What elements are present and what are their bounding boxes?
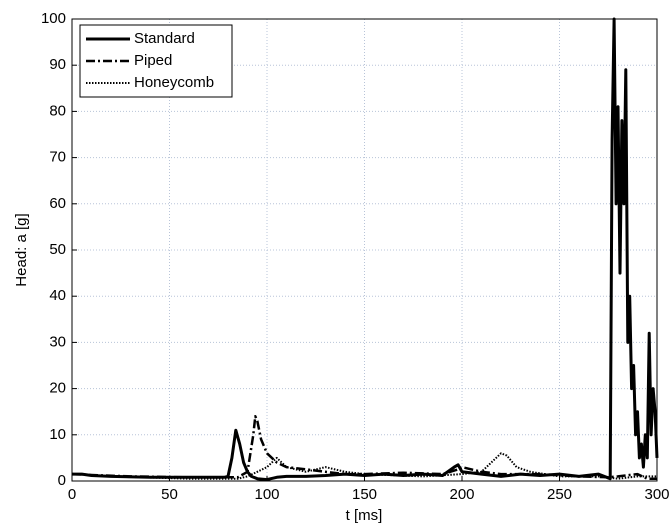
y-tick-label: 90: [49, 56, 66, 73]
legend-label: Honeycomb: [134, 74, 214, 91]
y-tick-label: 30: [49, 333, 66, 350]
series-line: [71, 452, 657, 480]
y-tick-label: 20: [49, 380, 66, 397]
x-tick-label: 150: [352, 486, 377, 503]
plot-frame: [71, 18, 658, 482]
y-tick-label: 10: [49, 426, 66, 443]
x-tick-label: 50: [161, 486, 178, 503]
legend-label: Piped: [134, 52, 172, 69]
y-tick-label: 80: [49, 102, 66, 119]
y-tick-label: 70: [49, 149, 66, 166]
x-tick-label: 200: [449, 486, 474, 503]
legend-label: Standard: [134, 30, 195, 47]
y-axis-label: Head: a [g]: [13, 213, 30, 286]
series-line: [72, 17, 659, 482]
x-tick-label: 0: [68, 486, 76, 503]
y-tick-label: 50: [49, 241, 66, 258]
y-tick-label: 60: [49, 195, 66, 212]
x-tick-label: 250: [547, 486, 572, 503]
x-tick-label: 300: [644, 486, 669, 503]
y-tick-label: 100: [41, 10, 66, 27]
y-tick-label: 0: [58, 472, 66, 489]
y-tick-label: 40: [49, 287, 66, 304]
x-tick-label: 100: [254, 486, 279, 503]
x-axis-label: t [ms]: [346, 507, 383, 524]
legend: Standard Piped Honeycomb: [79, 24, 233, 98]
